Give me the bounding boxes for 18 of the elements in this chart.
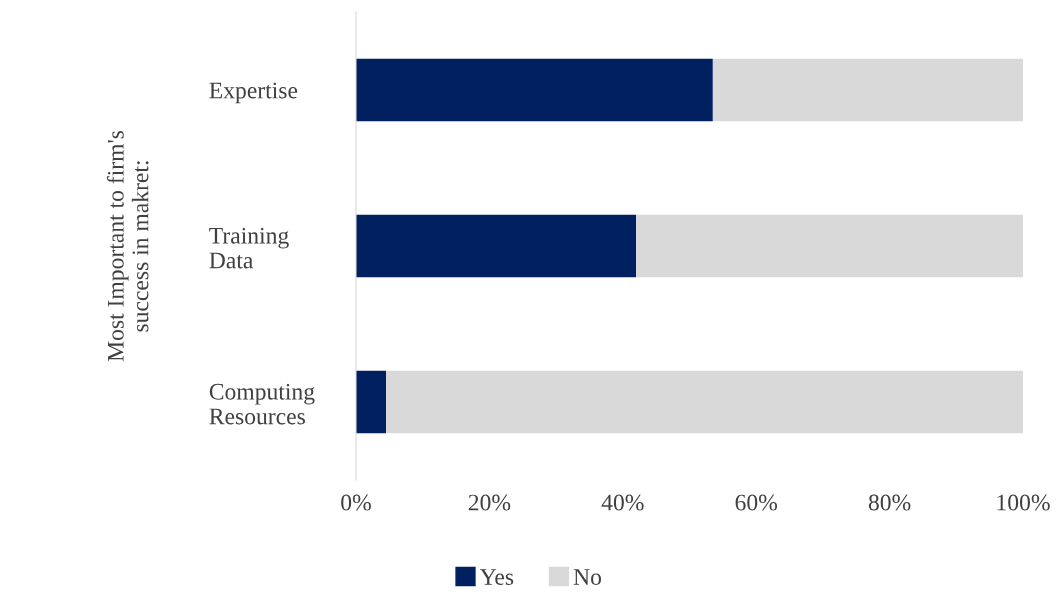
- bar: [712, 58, 1023, 122]
- bar: [356, 214, 637, 278]
- x-tick-label: 40%: [601, 494, 644, 511]
- bar: [356, 370, 387, 434]
- x-tick-label: 100%: [997, 494, 1050, 511]
- y-tick-label: Training Data: [209, 227, 289, 269]
- legend-label: Yes: [479, 569, 514, 585]
- bar: [356, 58, 713, 122]
- bar: [386, 370, 1023, 434]
- bar: [636, 214, 1023, 278]
- x-tick-label: 80%: [868, 494, 911, 511]
- x-tick-label: 60%: [735, 494, 778, 511]
- y-tick-label: Expertise: [209, 82, 298, 104]
- y-tick-label: Computing Resources: [209, 383, 315, 425]
- x-tick-label: 0%: [341, 494, 371, 511]
- y-axis-title: Most Important to firm's success in makret:: [106, 130, 149, 362]
- legend-label: No: [573, 569, 602, 585]
- x-tick-label: 20%: [468, 494, 511, 511]
